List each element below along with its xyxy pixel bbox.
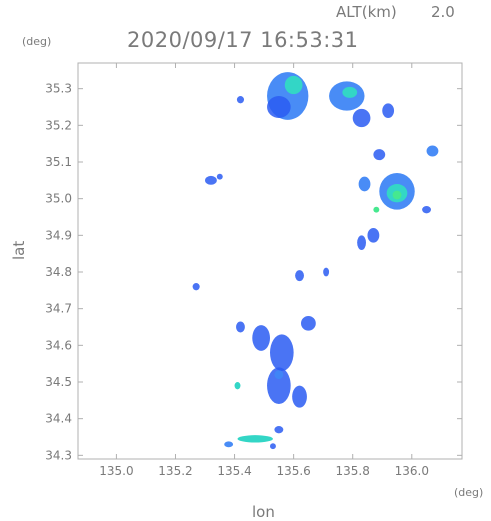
y-axis-ticks: 34.3 34.4 34.5 34.6 34.7 34.8 34.9 35.0 35.1 35.2…: [45, 82, 462, 462]
echo-cell: [270, 334, 294, 371]
echo-cell: [373, 149, 386, 161]
chart-title: 2020/09/17 16:53:31: [127, 28, 359, 52]
y-tick-label: 34.7: [45, 302, 72, 316]
echo-cell: [237, 435, 273, 443]
echo-cell: [301, 316, 316, 331]
echo-cell: [342, 86, 358, 98]
echo-cell: [352, 108, 371, 128]
echo-cell: [267, 367, 291, 404]
echo-cell: [234, 382, 241, 390]
y-tick-label: 34.9: [45, 228, 72, 242]
echo-cell: [426, 145, 439, 157]
x-tick-label: 135.8: [336, 464, 370, 478]
x-tick-label: 135.2: [158, 464, 192, 478]
echo-cell: [382, 103, 395, 118]
echo-cell: [274, 370, 284, 380]
echo-cell: [422, 206, 431, 214]
y-tick-label: 35.0: [45, 192, 72, 206]
echo-cell: [284, 75, 303, 95]
altitude-label: ALT(km): [336, 3, 397, 21]
echo-cell: [224, 441, 234, 448]
echo-cell: [192, 283, 200, 291]
echo-cell: [292, 385, 307, 408]
echo-cell: [252, 325, 270, 351]
y-tick-label: 34.6: [45, 338, 72, 352]
echo-cell: [236, 321, 245, 333]
echo-cell: [358, 176, 371, 192]
x-tick-label: 135.6: [276, 464, 310, 478]
y-tick-label: 34.8: [45, 265, 72, 279]
x-axis-ticks: 135.0 135.2 135.4 135.6 135.8 136.0: [99, 63, 429, 478]
y-tick-label: 34.5: [45, 375, 72, 389]
echo-cell: [216, 173, 223, 180]
x-tick-label: 136.0: [395, 464, 429, 478]
echo-cell: [274, 426, 284, 434]
echo-cell: [373, 206, 380, 213]
echo-cell: [295, 270, 304, 282]
x-axis-unit: (deg): [454, 486, 483, 499]
echo-cell: [367, 228, 380, 243]
y-axis-unit: (deg): [22, 35, 51, 48]
y-tick-label: 35.3: [45, 82, 72, 96]
x-tick-label: 135.4: [217, 464, 251, 478]
y-tick-label: 34.3: [45, 448, 72, 462]
echo-cell: [392, 190, 402, 200]
echo-cell: [205, 175, 217, 185]
echo-layer: [192, 72, 439, 450]
plot-frame: [77, 62, 463, 460]
altitude-value: 2.0: [431, 3, 455, 21]
echo-cell: [236, 96, 245, 104]
x-axis-label: lon: [252, 503, 275, 521]
echo-cell: [267, 96, 291, 118]
echo-cell: [323, 267, 330, 277]
x-tick-label: 135.0: [99, 464, 133, 478]
y-tick-label: 35.1: [45, 155, 72, 169]
echo-cell: [270, 443, 276, 450]
y-tick-label: 34.4: [45, 412, 72, 426]
y-axis-label: lat: [10, 241, 28, 260]
echo-cell: [357, 235, 367, 251]
y-tick-label: 35.2: [45, 118, 72, 132]
